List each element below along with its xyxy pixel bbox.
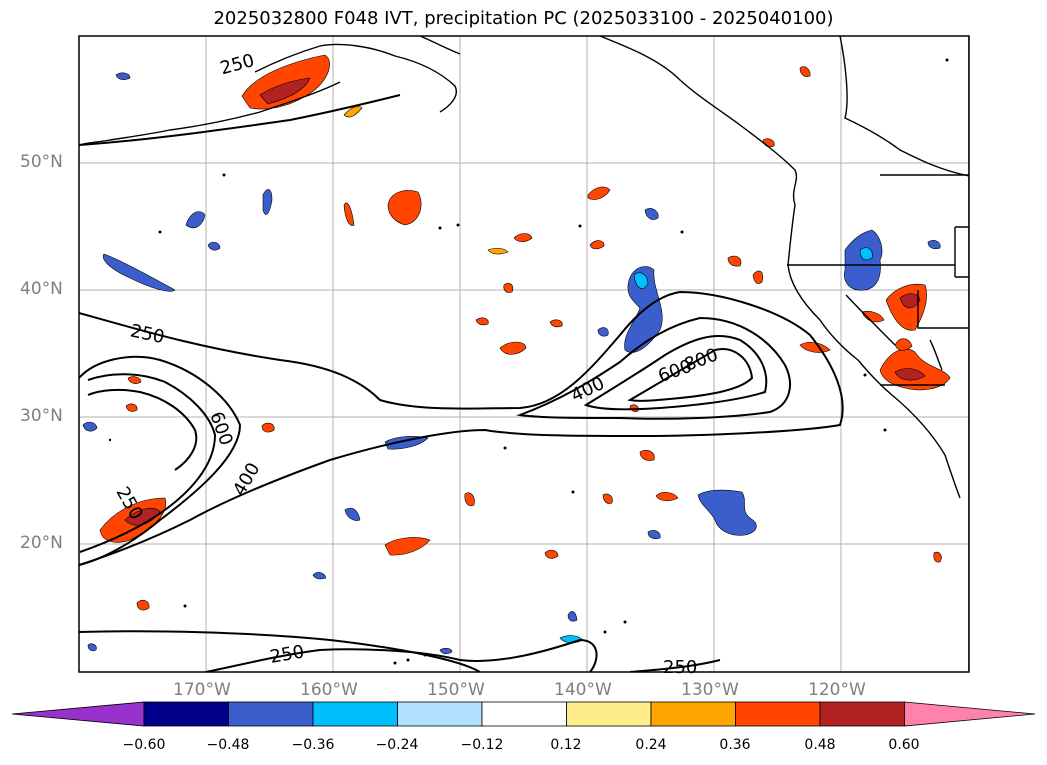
lat-label-40n: 40°N <box>20 279 63 299</box>
colorbar <box>11 701 1036 727</box>
colorbar-tick: −0.24 <box>375 737 419 753</box>
lat-label-20n: 20°N <box>20 533 63 553</box>
precip-negative-patches <box>82 72 941 655</box>
colorbar-tick: −0.48 <box>206 737 250 753</box>
lon-label-140w: 140°W <box>554 680 612 700</box>
colorbar-tick: 0.60 <box>888 737 920 753</box>
colorbar-tick: 0.24 <box>635 737 667 753</box>
lon-label-170w: 170°W <box>173 680 231 700</box>
precip-positive-patches <box>99 54 951 611</box>
colorbar-tick: 0.12 <box>550 737 582 753</box>
contour-label: 250 <box>663 657 697 678</box>
graticule <box>79 36 969 672</box>
lon-label-120w: 120°W <box>808 680 866 700</box>
map-frame <box>78 35 970 673</box>
lon-label-130w: 130°W <box>681 680 739 700</box>
lon-label-150w: 150°W <box>427 680 485 700</box>
lat-label-50n: 50°N <box>20 152 63 172</box>
ivt-contours <box>79 94 844 672</box>
lon-label-160w: 160°W <box>300 680 358 700</box>
colorbar-tick: −0.60 <box>122 737 166 753</box>
colorbar-tick: −0.12 <box>460 737 504 753</box>
map-title: 2025032800 F048 IVT, precipitation PC (2… <box>213 8 834 29</box>
lat-label-30n: 30°N <box>20 406 63 426</box>
islands <box>108 58 949 665</box>
colorbar-tick: 0.48 <box>804 737 836 753</box>
colorbar-tick: −0.36 <box>291 737 335 753</box>
map-area <box>79 36 969 672</box>
colorbar-tick: 0.36 <box>719 737 751 753</box>
coastlines <box>79 36 969 672</box>
